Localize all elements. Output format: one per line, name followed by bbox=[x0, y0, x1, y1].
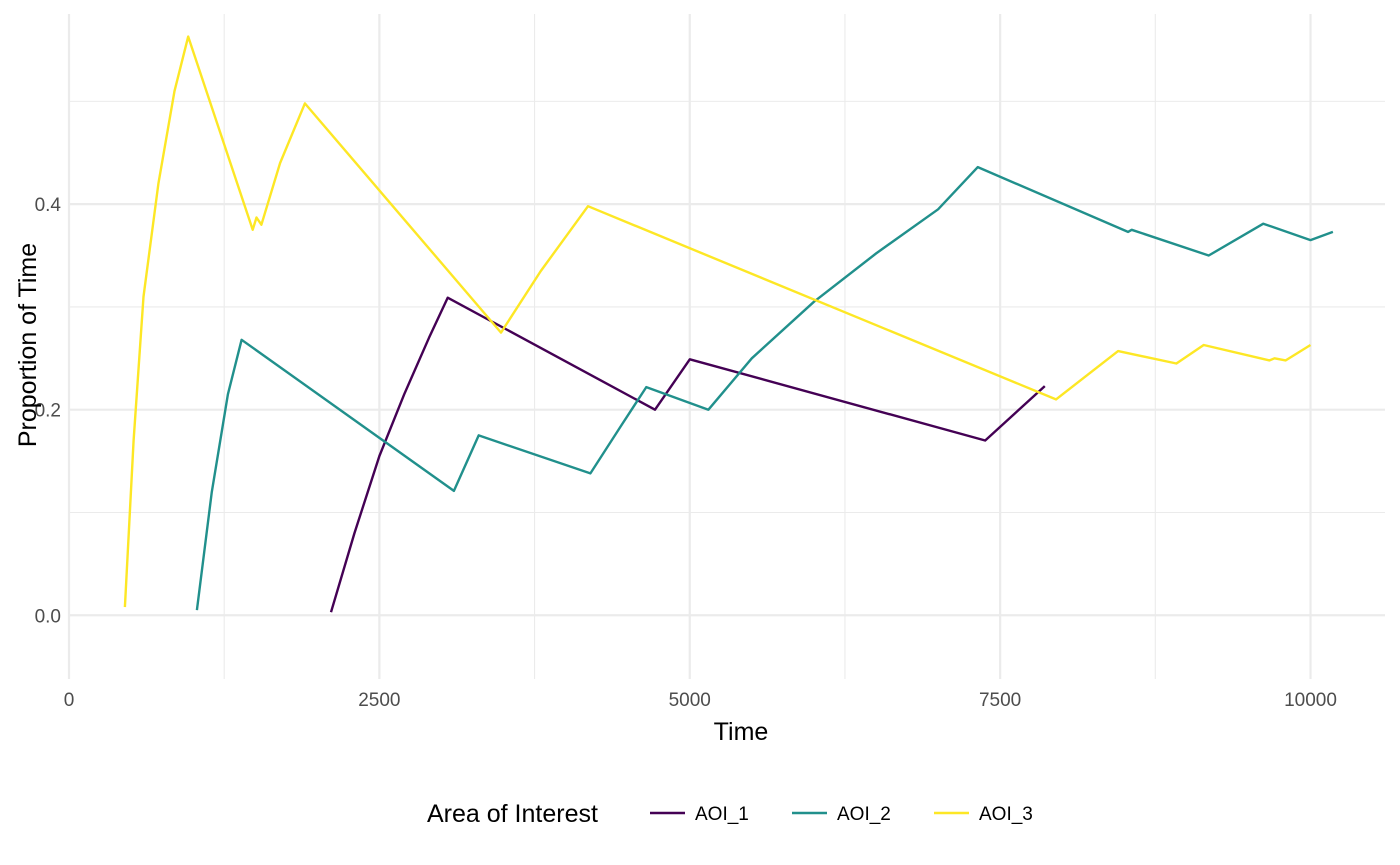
major-gridlines bbox=[67, 14, 1385, 679]
legend-label-aoi-1: AOI_1 bbox=[695, 804, 749, 825]
series-lines bbox=[123, 35, 1334, 613]
legend-title: Area of Interest bbox=[427, 800, 598, 828]
legend-label-aoi-3: AOI_3 bbox=[979, 804, 1033, 825]
y-axis-tick-labels: 0.0 0.2 0.4 bbox=[35, 195, 62, 627]
x-tick-label: 10000 bbox=[1284, 690, 1337, 711]
legend-label-aoi-2: AOI_2 bbox=[837, 804, 891, 825]
series-line-aoi-3 bbox=[123, 35, 1312, 608]
y-tick-label: 0.2 bbox=[35, 401, 61, 422]
x-tick-label: 5000 bbox=[669, 690, 711, 711]
y-axis-title: Proportion of Time bbox=[14, 243, 42, 447]
y-tick-label: 0.4 bbox=[35, 195, 62, 216]
legend: Area of Interest AOI_1 AOI_2 AOI_3 bbox=[427, 800, 1033, 828]
x-tick-label: 0 bbox=[64, 690, 75, 711]
x-tick-label: 2500 bbox=[358, 690, 400, 711]
series-line-aoi-2 bbox=[195, 165, 1334, 611]
x-axis-title: Time bbox=[714, 718, 769, 746]
y-tick-label: 0.0 bbox=[35, 606, 61, 627]
minor-gridlines bbox=[69, 14, 1385, 679]
x-tick-label: 7500 bbox=[979, 690, 1021, 711]
series-line-aoi-1 bbox=[329, 296, 1046, 613]
x-axis-tick-labels: 0 2500 5000 7500 10000 bbox=[64, 690, 1337, 711]
